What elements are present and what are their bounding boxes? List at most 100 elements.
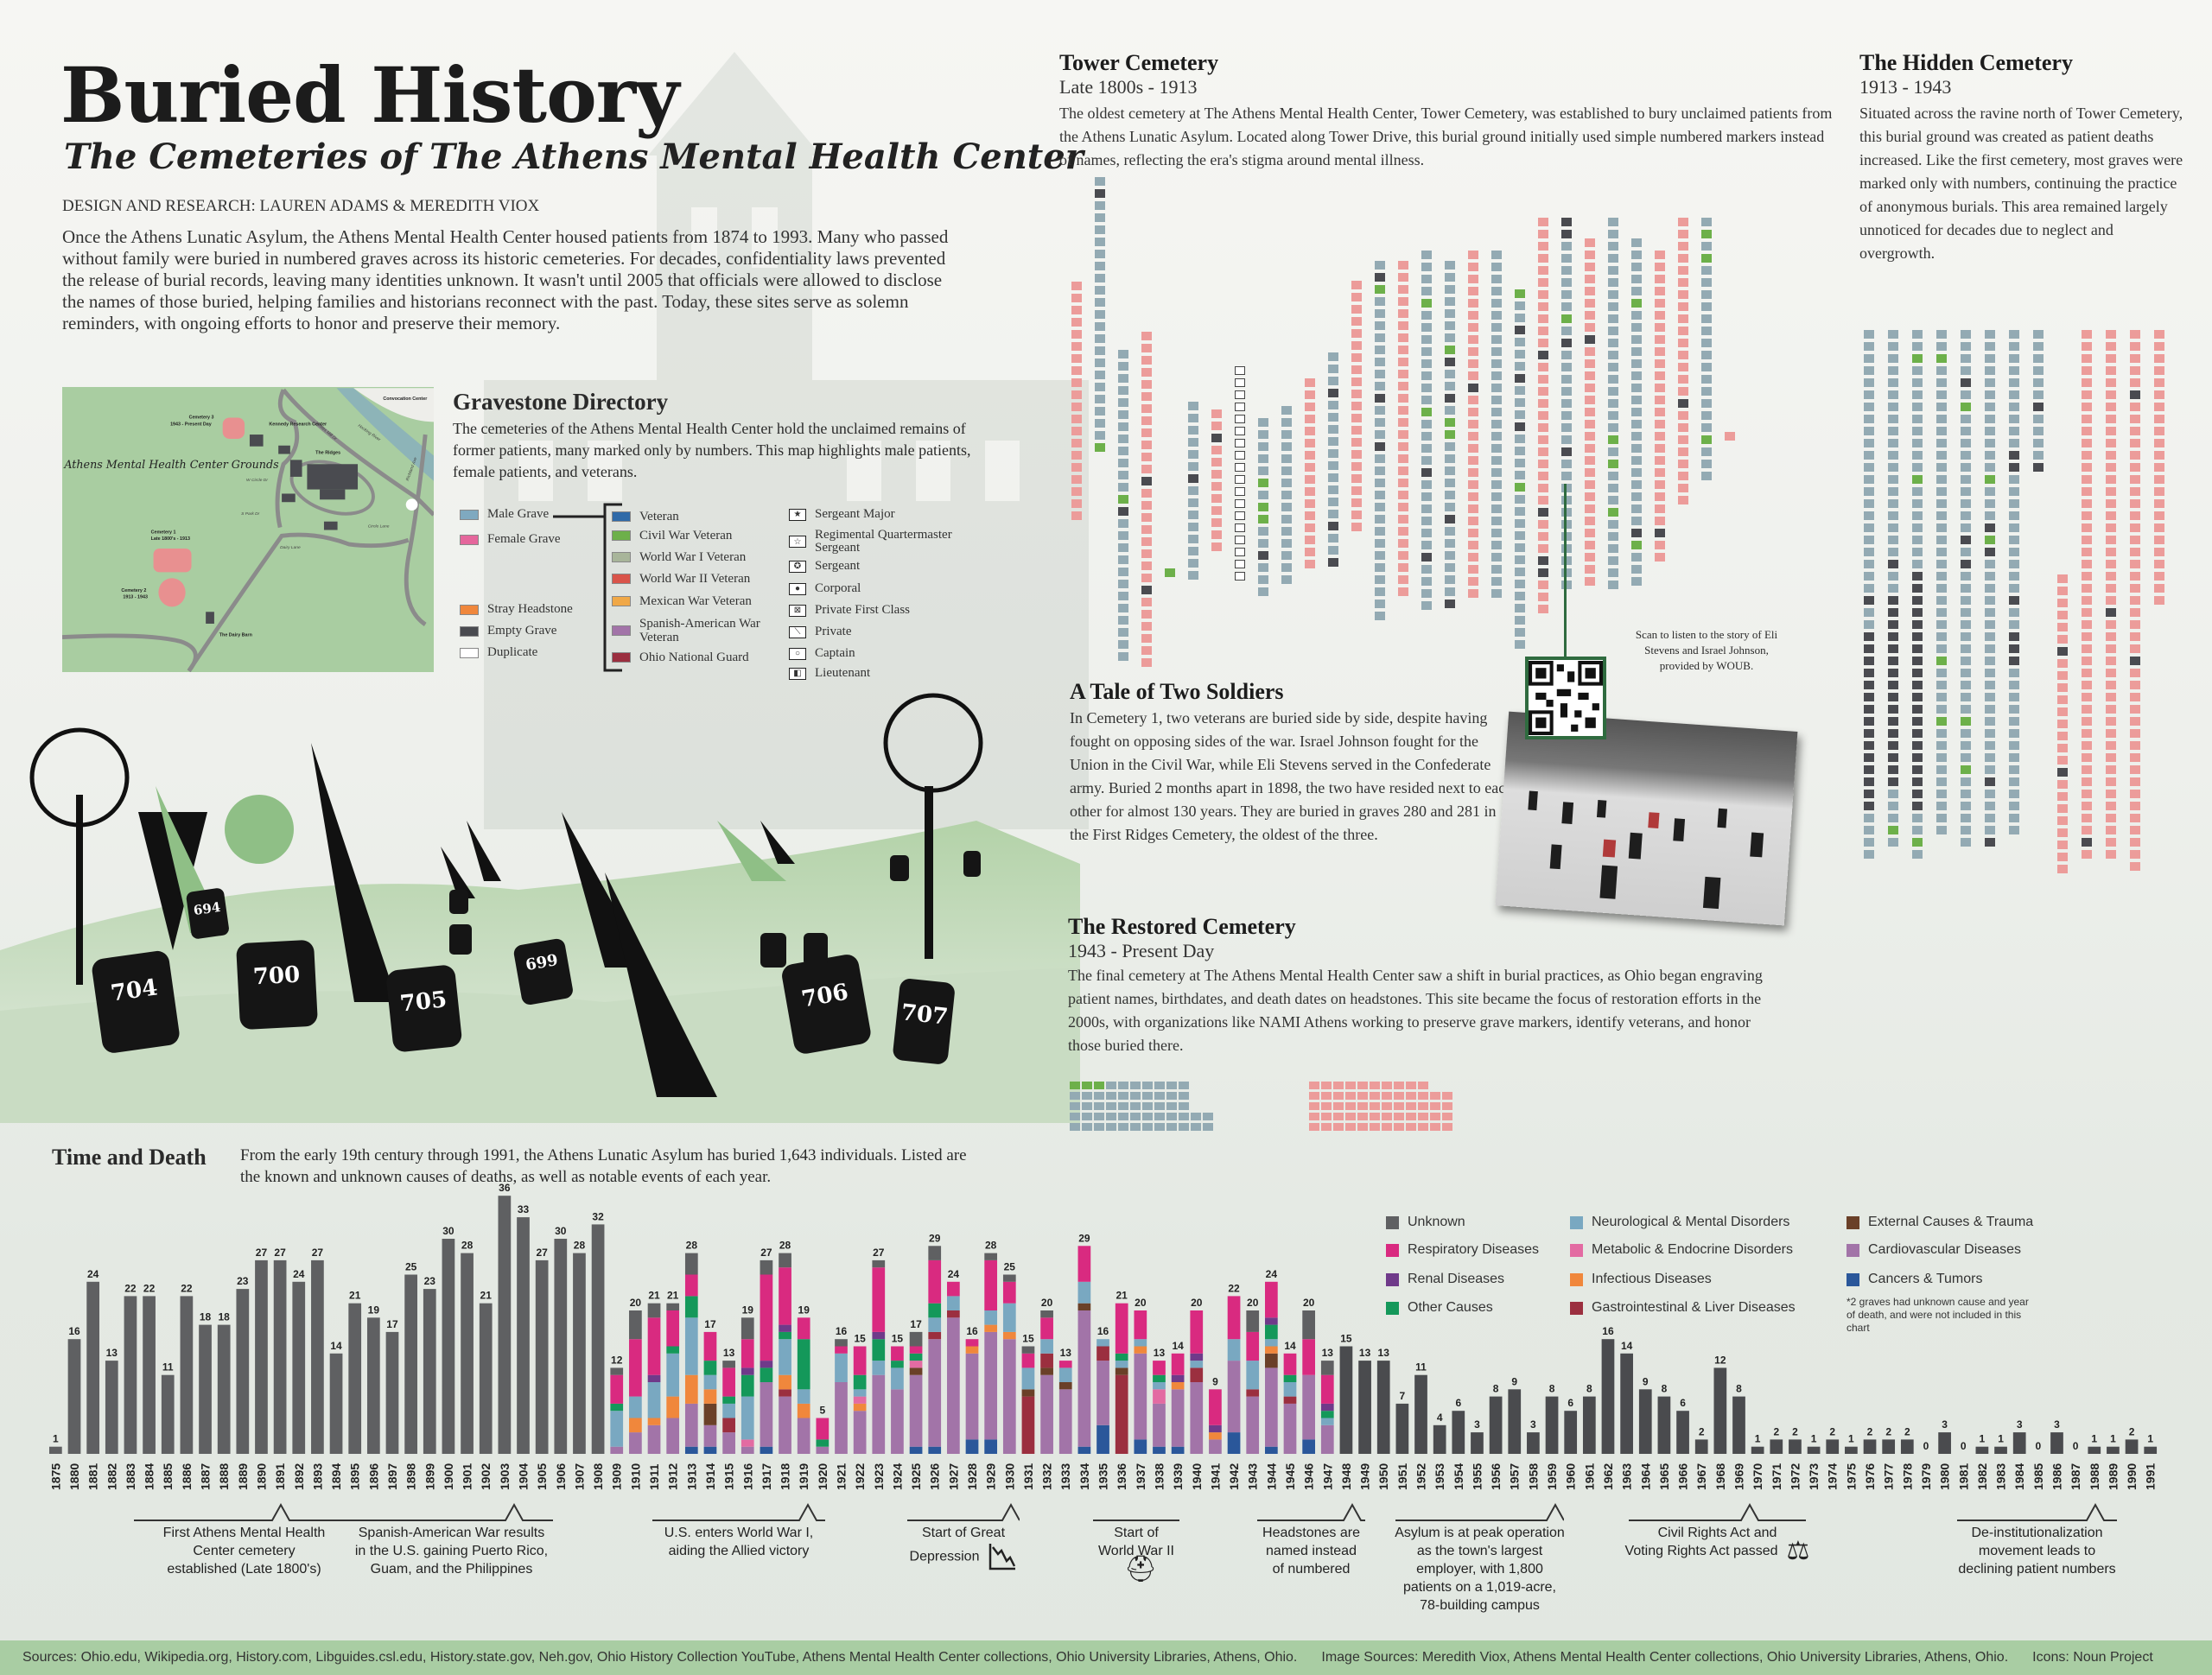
year-label: 1970 [1751, 1463, 1764, 1490]
grave-marker [1445, 454, 1455, 463]
bar-segment [666, 1396, 680, 1418]
grave-marker [1142, 1113, 1153, 1120]
bar-value-label: 30 [442, 1225, 454, 1237]
bar-segment [1153, 1374, 1166, 1382]
qr-code[interactable] [1525, 657, 1606, 739]
rank-icon: ● [789, 582, 806, 595]
grave-marker [1678, 484, 1688, 492]
grave-marker [1538, 278, 1548, 287]
grave-marker [2106, 536, 2116, 544]
grave-marker [1095, 201, 1105, 210]
grave-marker [1985, 378, 1995, 387]
event-label: Spanish-American War results in the U.S.… [341, 1524, 562, 1578]
bar-segment [928, 1317, 942, 1332]
grave-marker [1678, 351, 1688, 359]
year-label: 1897 [385, 1463, 399, 1490]
grave-marker [2009, 560, 2019, 568]
grave-marker [1333, 1113, 1344, 1120]
year-label: 1953 [1433, 1463, 1446, 1490]
grave-marker [1961, 632, 1971, 641]
grave-marker [1985, 729, 1995, 738]
bar-segment [1209, 1439, 1222, 1454]
grave-marker [2130, 342, 2140, 351]
grave-marker [1305, 463, 1315, 472]
year-label: 1911 [647, 1463, 661, 1490]
grave-marker [1351, 438, 1362, 447]
grave-marker [1864, 511, 1874, 520]
bar-segment [722, 1361, 735, 1368]
grave-marker [2009, 366, 2019, 375]
grave-marker [2082, 366, 2092, 375]
bar-value-label: 3 [2054, 1418, 2060, 1431]
grave-marker [1203, 1123, 1213, 1131]
grave-marker [2082, 523, 2092, 532]
year-label: 1938 [1152, 1463, 1166, 1490]
grave-marker [1351, 341, 1362, 350]
bar-value-label: 25 [405, 1261, 417, 1273]
grave-marker [2033, 463, 2044, 472]
grave-marker [2009, 608, 2019, 617]
legend-item: Unknown [1386, 1215, 1465, 1230]
grave-marker [1701, 230, 1712, 238]
grave-marker [1421, 541, 1432, 549]
bar-segment [909, 1374, 923, 1447]
grave-marker [2057, 707, 2068, 716]
grave-marker [1375, 479, 1385, 487]
grave-marker [1561, 568, 1572, 577]
grave-marker [1071, 390, 1082, 399]
grave-marker [1442, 1092, 1452, 1100]
grave-marker [1468, 299, 1478, 308]
grave-marker [1141, 428, 1152, 437]
grave-marker [1515, 507, 1525, 516]
bar-segment [1021, 1396, 1035, 1454]
grave-marker [1864, 608, 1874, 617]
grave-marker [2009, 596, 2019, 605]
grave-marker [1118, 350, 1128, 358]
bar-value-label: 1 [2110, 1433, 2116, 1445]
bar-segment [797, 1403, 810, 1418]
grave-marker [1585, 444, 1595, 453]
grave-marker [1538, 605, 1548, 613]
grave-marker [1655, 456, 1665, 465]
grave-marker [1888, 729, 1898, 738]
grave-marker [2009, 584, 2019, 593]
grave-marker [1961, 814, 1971, 822]
grave-marker [2106, 354, 2116, 363]
grave-marker [1211, 409, 1222, 418]
bar-value-label: 2 [1885, 1425, 1891, 1437]
bar-segment [722, 1418, 735, 1433]
grave-marker [1538, 423, 1548, 432]
grave-marker [1211, 446, 1222, 454]
grave-marker [1258, 418, 1268, 427]
year-label: 1903 [498, 1463, 512, 1490]
grave-marker [1538, 254, 1548, 263]
grave-marker [1071, 427, 1082, 435]
legend-grave-type: Female Grave [460, 532, 561, 547]
grave-marker [1655, 444, 1665, 453]
grave-marker [1936, 451, 1947, 460]
grave-marker [1538, 242, 1548, 251]
grave-marker [1095, 383, 1105, 391]
grave-marker [1864, 741, 1874, 750]
legend-label: Cancers & Tumors [1868, 1272, 1983, 1286]
bar-segment [1077, 1446, 1091, 1454]
grave-marker [1515, 483, 1525, 492]
legend-swatch [1847, 1215, 1859, 1229]
grave-marker [1864, 499, 1874, 508]
grave-marker [2009, 790, 2019, 798]
grave-swatch [460, 534, 479, 545]
grave-marker [1191, 1113, 1201, 1120]
bar-value-label: 28 [985, 1240, 997, 1252]
map-label-w-circle: W Circle Dr [246, 478, 268, 483]
grave-marker [1418, 1102, 1428, 1110]
bar-segment [2107, 1446, 2120, 1454]
legend-label: Sergeant Major [815, 507, 895, 521]
bar-segment [1657, 1396, 1671, 1454]
